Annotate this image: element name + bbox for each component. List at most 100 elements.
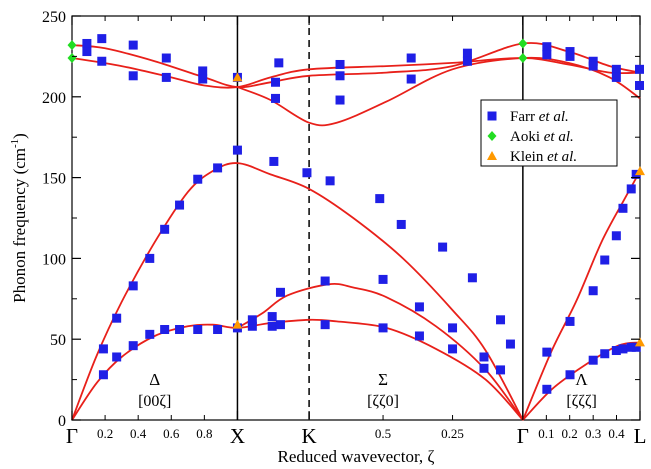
dispersion-curve-7 (522, 170, 641, 421)
data-point-square (462, 48, 472, 58)
data-point-square (542, 384, 552, 394)
data-point-square (320, 276, 330, 286)
x-minor-tick-label: 0.5 (375, 426, 391, 441)
symmetry-point-label: X (230, 424, 245, 448)
data-point-square (82, 47, 92, 57)
x-minor-tick-label: 0.2 (97, 426, 113, 441)
data-point-square (565, 51, 575, 61)
data-point-square (448, 323, 458, 333)
data-point-square (588, 56, 598, 66)
data-point-square (588, 286, 598, 296)
data-point-square (128, 71, 138, 81)
region-symbol: Δ (149, 370, 160, 389)
legend-marker-diamond (487, 131, 497, 141)
data-point-square (267, 312, 277, 322)
x-minor-tick-label: 0.3 (585, 426, 601, 441)
data-point-square (479, 363, 489, 373)
data-point-square (213, 325, 223, 335)
data-point-square (267, 321, 277, 331)
legend-label: Aoki et al. (510, 129, 574, 145)
data-point-triangle (635, 337, 645, 347)
data-point-square (406, 74, 416, 84)
region-direction: [ζζ0] (367, 393, 399, 410)
data-point-square (161, 72, 171, 82)
data-point-square (325, 176, 335, 186)
data-point-square (600, 255, 610, 265)
data-point-square (335, 59, 345, 69)
data-point-square (611, 72, 621, 82)
data-point-square (635, 64, 645, 74)
data-point-triangle (232, 72, 243, 82)
dispersion-curve-6 (522, 341, 641, 421)
data-point-square (335, 95, 345, 105)
data-point-square (438, 242, 448, 252)
data-point-square (542, 50, 552, 60)
data-point-diamond (67, 53, 77, 64)
data-point-square (600, 349, 610, 359)
y-axis-label: Phonon frequency (cm-1) (9, 133, 29, 303)
data-point-square (161, 53, 171, 63)
y-tick-label: 0 (58, 413, 66, 430)
data-point-square (198, 74, 208, 84)
x-axis-label: Reduced wavevector, ζ (278, 447, 435, 466)
dispersion-curve-0 (71, 42, 641, 89)
symmetry-point-label: L (634, 424, 647, 448)
data-point-square (160, 325, 170, 335)
data-points (67, 34, 645, 394)
legend-marker-square (487, 111, 497, 121)
x-minor-tick-label: 0.4 (130, 426, 147, 441)
data-point-square (98, 344, 108, 354)
y-axis-label-superscript: -1 (9, 139, 21, 148)
legend-marker-triangle (487, 151, 497, 160)
data-point-square (542, 347, 552, 357)
symmetry-point-label: Γ (517, 424, 529, 448)
data-point-square (175, 325, 185, 335)
data-point-square (618, 203, 628, 213)
data-point-square (160, 224, 170, 234)
data-point-square (565, 47, 575, 57)
y-axis: 0 50 100 150 200 250 (42, 9, 640, 430)
data-point-square (112, 313, 122, 323)
data-point-square (414, 302, 424, 312)
data-point-square (378, 323, 388, 333)
data-point-square (448, 344, 458, 354)
data-point-square (631, 342, 641, 352)
data-point-square (396, 219, 406, 229)
legend-box (480, 99, 618, 167)
data-point-square (626, 184, 636, 194)
data-point-square (145, 329, 155, 339)
data-point-square (611, 346, 621, 356)
data-point-square (193, 325, 203, 335)
data-point-square (82, 38, 92, 48)
data-point-square (618, 344, 628, 354)
data-point-square (271, 93, 281, 103)
data-point-square (626, 342, 636, 352)
data-point-square (588, 61, 598, 71)
data-point-square (588, 355, 598, 365)
data-point-square (97, 56, 107, 66)
y-tick-label: 250 (42, 9, 66, 26)
symmetry-lines (236, 16, 524, 420)
data-point-square (414, 331, 424, 341)
data-point-square (635, 80, 645, 90)
data-point-square (247, 321, 257, 331)
region-labels: Δ [00ζ] Σ [ζζ0] Λ [ζζζ] (138, 370, 597, 410)
region-direction: [ζζζ] (566, 393, 597, 410)
data-point-square (274, 58, 284, 68)
y-tick-label: 150 (42, 171, 66, 188)
dispersion-curve-1 (71, 57, 641, 89)
data-point-square (378, 274, 388, 284)
data-point-square (175, 200, 185, 210)
data-point-square (128, 40, 138, 50)
data-point-square (97, 34, 107, 44)
data-point-square (320, 320, 330, 330)
data-point-square (145, 253, 155, 263)
dispersion-curve-4 (71, 162, 524, 421)
data-point-square (247, 315, 257, 325)
data-point-square (505, 339, 515, 349)
dispersion-curve-5 (237, 283, 524, 421)
data-point-square (479, 352, 489, 362)
data-point-square (128, 281, 138, 291)
x-minor-tick-label: 0.4 (608, 426, 625, 441)
